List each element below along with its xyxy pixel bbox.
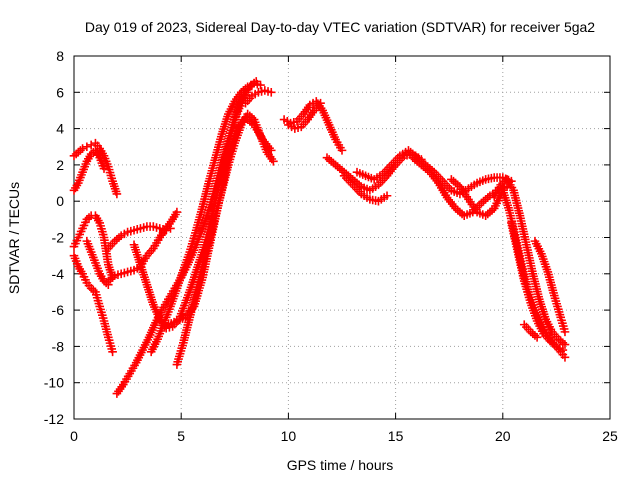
series-arc-e	[82, 236, 113, 289]
series-arc-j	[146, 78, 265, 357]
data-point	[152, 223, 161, 232]
data-point	[112, 189, 122, 199]
data-point	[290, 124, 300, 133]
series-arc-g	[104, 222, 175, 253]
y-tick-label: 0	[56, 193, 64, 209]
data-point	[560, 340, 570, 349]
x-tick-label: 5	[177, 428, 185, 444]
data-point	[155, 224, 165, 233]
y-tick-label: -6	[52, 302, 65, 318]
series-arc-r	[352, 146, 516, 199]
x-tick-label: 15	[388, 428, 404, 444]
data-point	[126, 266, 136, 276]
series-arc-w	[530, 236, 570, 337]
data-point	[254, 88, 263, 97]
data-point	[293, 123, 303, 132]
data-marks	[69, 77, 570, 398]
series-arc-x	[519, 320, 542, 342]
series-arc-s	[408, 153, 512, 221]
data-point	[289, 117, 299, 127]
data-point	[149, 222, 158, 231]
series-arc-q	[339, 171, 392, 206]
series-arc-f	[104, 207, 182, 286]
data-point	[110, 271, 120, 280]
data-point	[132, 225, 142, 234]
data-point	[560, 327, 570, 337]
y-tick-label: -12	[44, 411, 64, 427]
data-point	[263, 87, 273, 96]
data-point	[123, 267, 132, 277]
x-tick-label: 20	[495, 428, 511, 444]
data-point	[123, 227, 132, 237]
data-point	[256, 80, 265, 90]
y-tick-label: 6	[56, 84, 64, 100]
y-axis-label: SDTVAR / TECUs	[6, 182, 22, 294]
data-point	[136, 224, 145, 233]
y-tick-label: -2	[52, 230, 65, 246]
data-point	[316, 98, 325, 108]
data-point	[382, 191, 392, 201]
y-tick-label: 2	[56, 157, 64, 173]
data-point	[158, 225, 168, 234]
series-arc-b	[69, 146, 109, 195]
y-tick-label: -4	[52, 266, 65, 282]
data-point	[166, 224, 175, 233]
chart-title: Day 019 of 2023, Sidereal Day-to-day VTE…	[85, 19, 595, 35]
data-point	[172, 207, 182, 217]
x-tick-label: 0	[70, 428, 78, 444]
data-point	[337, 146, 347, 155]
series-arc-n	[279, 97, 347, 155]
y-tick-label: 4	[56, 121, 64, 137]
data-point	[113, 270, 123, 280]
x-tick-label: 10	[281, 428, 297, 444]
data-point	[126, 226, 136, 236]
data-point	[560, 352, 570, 362]
series-arc-a	[69, 138, 122, 199]
data-point	[266, 146, 276, 155]
series-arc-i	[129, 77, 261, 333]
series-arc-o	[284, 98, 325, 133]
data-point	[129, 225, 139, 235]
y-tick-label: -8	[52, 338, 65, 354]
data-point	[120, 268, 129, 278]
data-point	[558, 345, 568, 355]
y-tick-label: -10	[44, 375, 64, 391]
x-axis-label: GPS time / hours	[287, 457, 394, 473]
data-point	[253, 79, 262, 89]
data-point	[532, 333, 542, 342]
series-arc-l	[164, 113, 276, 329]
data-point	[99, 164, 109, 173]
y-tick-label: 8	[56, 48, 64, 64]
series-arc-v	[507, 218, 568, 355]
data-point	[116, 269, 126, 279]
data-point	[139, 223, 148, 232]
x-tick-label: 25	[602, 428, 618, 444]
grid-lines	[74, 56, 610, 419]
series-arc-u	[489, 175, 570, 349]
data-point	[266, 88, 276, 97]
data-point	[269, 156, 278, 166]
series-arc-d	[69, 251, 117, 357]
series-arc-m	[241, 86, 276, 108]
data-point	[249, 78, 259, 88]
data-point	[260, 86, 270, 95]
data-point	[108, 347, 117, 357]
